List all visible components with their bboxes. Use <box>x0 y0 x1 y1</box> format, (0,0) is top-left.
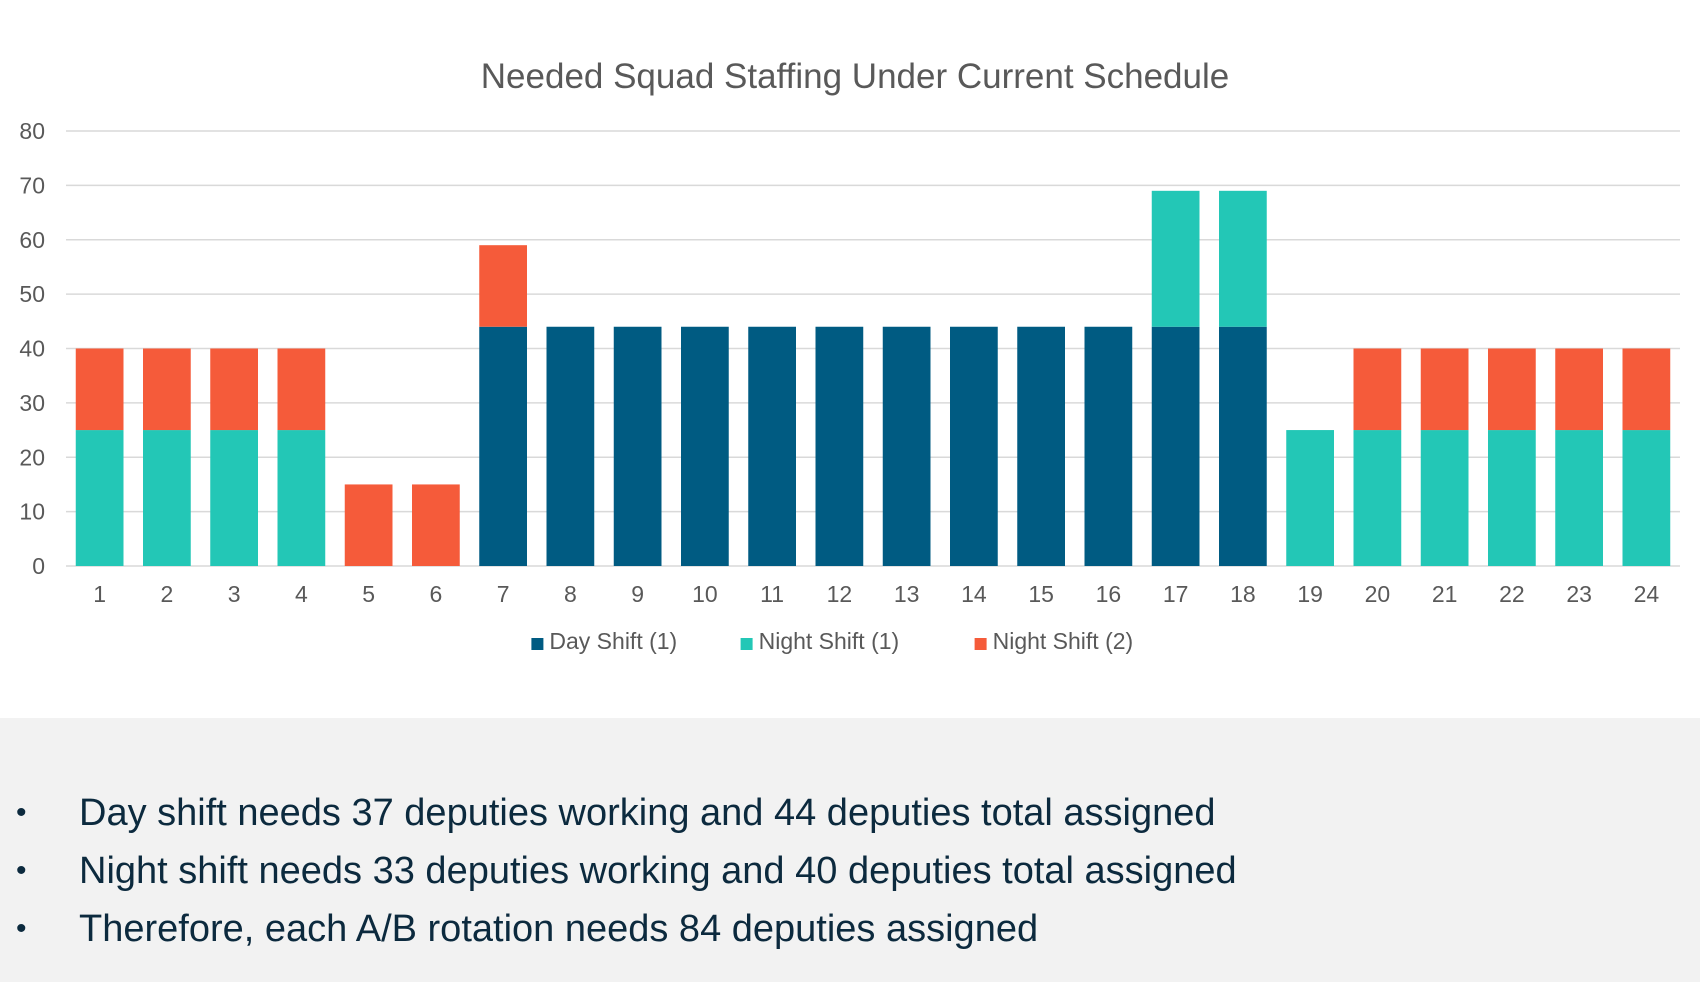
bar-segment <box>1622 348 1671 431</box>
y-tick-label: 30 <box>19 390 45 416</box>
x-tick-label: 16 <box>1096 581 1122 607</box>
legend-label: Night Shift (2) <box>993 628 1134 654</box>
bar-segment <box>1286 430 1334 566</box>
note-text-day-shift: Day shift needs 37 deputies working and … <box>79 792 1216 834</box>
bar-segment <box>882 326 931 566</box>
y-axis-ticks: 0 10 20 30 40 50 60 70 80 <box>19 118 45 579</box>
chart-title: Needed Squad Staffing Under Current Sche… <box>481 57 1229 96</box>
bar-segment <box>1151 190 1200 327</box>
legend: Day Shift (1) Night Shift (1) Night Shift … <box>531 628 1133 654</box>
x-tick-label: 7 <box>497 581 510 607</box>
bar-segment <box>479 326 527 566</box>
x-tick-label: 17 <box>1163 581 1189 607</box>
y-tick-label: 40 <box>19 336 45 362</box>
bar-segment <box>344 484 393 566</box>
x-tick-label: 10 <box>692 581 718 607</box>
bar-segment <box>1219 326 1267 566</box>
x-tick-label: 6 <box>429 581 442 607</box>
y-tick-label: 60 <box>19 227 45 253</box>
y-tick-label: 80 <box>19 118 45 144</box>
x-tick-label: 21 <box>1432 581 1458 607</box>
bar-segment <box>210 430 258 566</box>
legend-label: Night Shift (1) <box>759 628 900 654</box>
x-tick-label: 2 <box>160 581 173 607</box>
bar-segment <box>1084 326 1133 566</box>
bar-segment <box>546 326 595 566</box>
bar-segment <box>479 245 527 327</box>
bar-segment <box>412 484 460 566</box>
chart-area: Needed Squad Staffing Under Current Sche… <box>19 57 1680 654</box>
bar-segment <box>748 326 796 566</box>
x-tick-label: 1 <box>93 581 106 607</box>
x-tick-label: 15 <box>1028 581 1054 607</box>
bar-segment <box>950 326 998 566</box>
bar-segment <box>815 326 864 566</box>
bar-segment <box>1488 348 1536 431</box>
bar-segment <box>75 348 124 431</box>
legend-swatch <box>740 638 753 650</box>
legend-swatch <box>531 638 544 650</box>
y-tick-label: 10 <box>19 499 45 525</box>
staffing-chart: Needed Squad Staffing Under Current Sche… <box>19 57 1680 654</box>
x-tick-label: 9 <box>631 581 644 607</box>
bar-segment <box>681 326 729 566</box>
x-tick-label: 14 <box>961 581 987 607</box>
x-tick-label: 23 <box>1566 581 1592 607</box>
x-tick-label: 3 <box>228 581 241 607</box>
y-tick-label: 0 <box>32 553 45 579</box>
bar-segment <box>1353 348 1402 431</box>
note-text-rotation: Therefore, each A/B rotation needs 84 de… <box>79 908 1039 950</box>
x-tick-label: 8 <box>564 581 577 607</box>
bar-segment <box>1151 326 1200 566</box>
bar-segment <box>1017 326 1065 566</box>
bullet-icon: • <box>16 796 27 829</box>
x-tick-label: 18 <box>1230 581 1256 607</box>
bar-segment <box>277 430 326 566</box>
bars <box>75 190 1671 566</box>
bullet-icon: • <box>16 854 27 887</box>
bar-segment <box>210 348 258 431</box>
y-tick-label: 20 <box>19 444 45 470</box>
x-tick-label: 22 <box>1499 581 1525 607</box>
bar-segment <box>1420 348 1469 431</box>
x-tick-label: 20 <box>1365 581 1391 607</box>
x-tick-label: 5 <box>362 581 375 607</box>
x-tick-label: 13 <box>894 581 920 607</box>
bar-segment <box>75 430 124 566</box>
x-tick-label: 19 <box>1297 581 1323 607</box>
legend-label: Day Shift (1) <box>549 628 677 654</box>
x-tick-label: 12 <box>827 581 853 607</box>
bar-segment <box>613 326 662 566</box>
bar-segment <box>1219 190 1267 327</box>
bar-segment <box>1555 430 1603 566</box>
notes-panel: • Day shift needs 37 deputies working an… <box>0 718 1700 982</box>
x-tick-label: 4 <box>295 581 308 607</box>
bar-segment <box>277 348 326 431</box>
bar-segment <box>1420 430 1469 566</box>
bullet-icon: • <box>16 912 27 945</box>
legend-swatch <box>974 638 987 650</box>
x-axis-ticks: 1 2 3 4 5 6 7 8 9 10 11 12 13 14 15 16 17 18 19 20 21 22 23 24 <box>93 581 1659 607</box>
x-tick-label: 24 <box>1634 581 1660 607</box>
bar-segment <box>1555 348 1603 431</box>
bar-segment <box>1353 430 1402 566</box>
y-tick-label: 50 <box>19 281 45 307</box>
x-tick-label: 11 <box>760 581 784 607</box>
note-text-night-shift: Night shift needs 33 deputies working an… <box>79 850 1237 892</box>
gridlines <box>66 130 1680 567</box>
bar-segment <box>1488 430 1536 566</box>
y-tick-label: 70 <box>19 172 45 198</box>
bar-segment <box>1622 430 1671 566</box>
bar-segment <box>143 430 191 566</box>
bar-segment <box>143 348 191 431</box>
